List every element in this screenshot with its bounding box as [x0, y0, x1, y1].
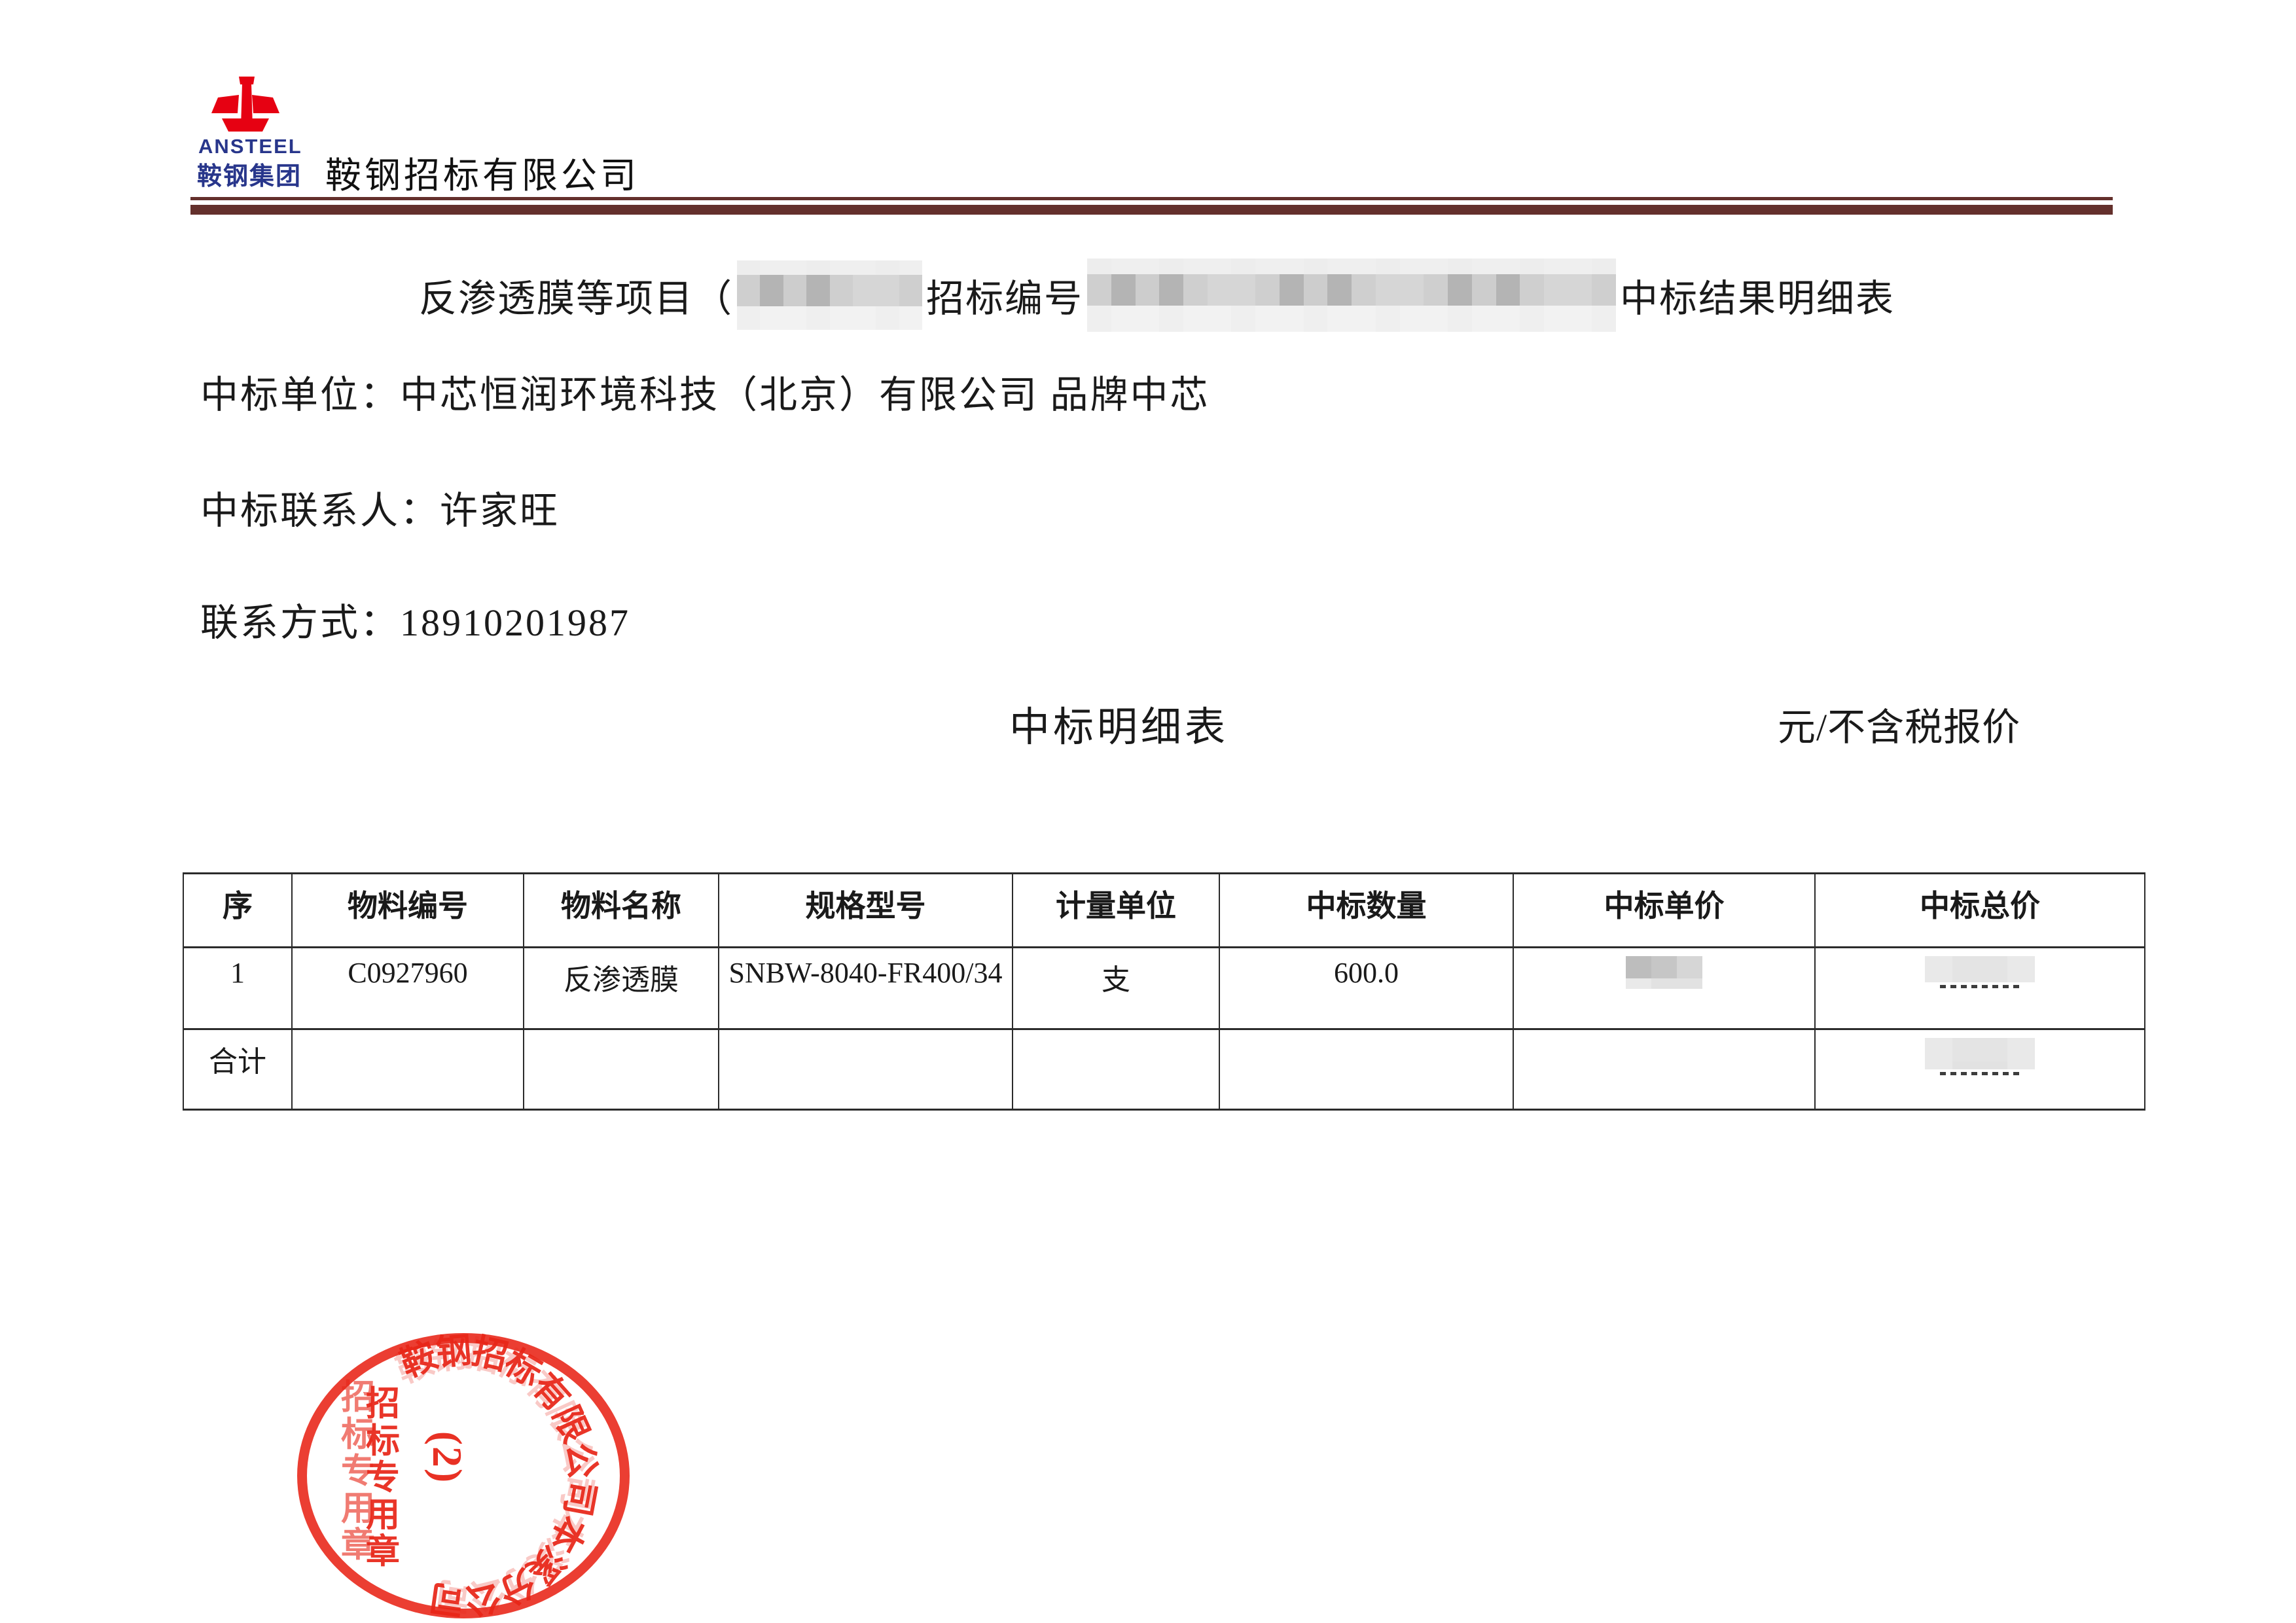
- seal-vertical-char: 用: [365, 1497, 401, 1534]
- bid-result-table: 序 物料编号 物料名称 规格型号 计量单位 中标数量 中标单价 中标总价 1 C…: [183, 872, 2145, 1111]
- rule-gap: [190, 200, 2113, 205]
- winner-line: 中标单位：中芯恒润环境科技（北京）有限公司 品牌中芯: [200, 374, 1210, 416]
- seal-vertical-char: 专: [365, 1459, 401, 1497]
- cell-empty: [291, 1028, 524, 1111]
- cell-unit: 支: [1012, 946, 1220, 1030]
- seal-vertical-char: 章: [340, 1527, 376, 1565]
- company-title: 鞍钢招标有限公司: [325, 156, 640, 196]
- col-header-material-name: 物料名称: [523, 872, 719, 948]
- seal-center-number: (2): [424, 1431, 471, 1484]
- redaction-mosaic-total-price: [1925, 956, 2035, 982]
- title-suffix: 中标结果明细表: [1620, 277, 1895, 320]
- seal-vertical-char: 用: [340, 1490, 376, 1527]
- company-seal-stamp: 鞍钢招标有限公司本溪分公司 招标专用章招标专用章 (2): [297, 1330, 630, 1621]
- col-header-spec: 规格型号: [718, 872, 1013, 948]
- cell-seq: 1: [183, 946, 293, 1030]
- seal-vertical-char: 招: [340, 1379, 376, 1417]
- cell-spec: SNBW-8040-FR400/34: [718, 946, 1013, 1030]
- title-mid-label: 招标编号: [926, 277, 1084, 320]
- seal-vertical-char: 专: [340, 1453, 376, 1491]
- cell-empty: [1219, 1028, 1514, 1111]
- col-header-total-price: 中标总价: [1814, 872, 2145, 948]
- table-row: 1 C0927960 反渗透膜 SNBW-8040-FR400/34 支 600…: [183, 946, 2145, 1030]
- col-header-qty: 中标数量: [1219, 872, 1514, 948]
- col-header-seq: 序: [183, 872, 293, 948]
- title-prefix: 反渗透膜等项目（: [419, 277, 734, 320]
- col-header-unit-price: 中标单价: [1513, 872, 1816, 948]
- seal-ring-char: 公: [559, 1440, 603, 1481]
- rule-thick-line: [190, 205, 2113, 215]
- cell-empty: [1513, 1028, 1816, 1111]
- seal-vertical-char: 招: [365, 1385, 401, 1423]
- redaction-mosaic-unit-price: [1625, 956, 1703, 989]
- col-header-unit: 计量单位: [1012, 872, 1220, 948]
- seal-vertical-char: 标: [340, 1416, 376, 1454]
- redaction-mosaic-tender-number: [1087, 259, 1617, 332]
- detail-table-caption: 中标明细表: [1009, 705, 1229, 750]
- redaction-dashes: [1940, 985, 2020, 988]
- cell-total-price-redacted: [1814, 946, 2145, 1030]
- brand-name-english: ANSTEEL: [198, 135, 302, 158]
- seal-vertical-char: 章: [365, 1533, 401, 1571]
- cell-empty: [1012, 1028, 1220, 1111]
- cell-unit-price-redacted: [1513, 946, 1816, 1030]
- rule-thin-line: [190, 197, 2113, 200]
- cell-grand-total-redacted: [1814, 1028, 2145, 1111]
- redaction-mosaic-project-code: [737, 260, 923, 330]
- table-header-row: 序 物料编号 物料名称 规格型号 计量单位 中标数量 中标单价 中标总价: [183, 872, 2145, 948]
- phone-line: 联系方式：18910201987: [200, 601, 631, 644]
- redaction-mosaic-grand-total: [1925, 1038, 2035, 1069]
- header-divider-rule: [190, 197, 2113, 215]
- seal-ring-char: 钢: [435, 1330, 474, 1373]
- seal-ring-char: 司: [426, 1577, 467, 1622]
- redaction-dashes: [1940, 1072, 2020, 1075]
- table-total-row: 合计: [183, 1028, 2145, 1111]
- cell-qty: 600.0: [1219, 946, 1514, 1030]
- cell-total-label: 合计: [183, 1028, 293, 1111]
- ansteel-rail-logo-icon: [211, 77, 279, 132]
- document-title-line: 反渗透膜等项目（ 招标编号 中标结果明细表: [419, 257, 1895, 334]
- cell-material-no: C0927960: [291, 946, 524, 1030]
- cell-material-name: 反渗透膜: [523, 946, 719, 1030]
- contact-line: 中标联系人：许家旺: [200, 490, 560, 532]
- price-unit-note: 元/不含税报价: [1778, 706, 2021, 749]
- seal-vertical-char: 标: [365, 1423, 401, 1460]
- col-header-material-no: 物料编号: [291, 872, 524, 948]
- cell-empty: [523, 1028, 719, 1111]
- cell-empty: [718, 1028, 1013, 1111]
- brand-name-chinese: 鞍钢集团: [197, 163, 302, 190]
